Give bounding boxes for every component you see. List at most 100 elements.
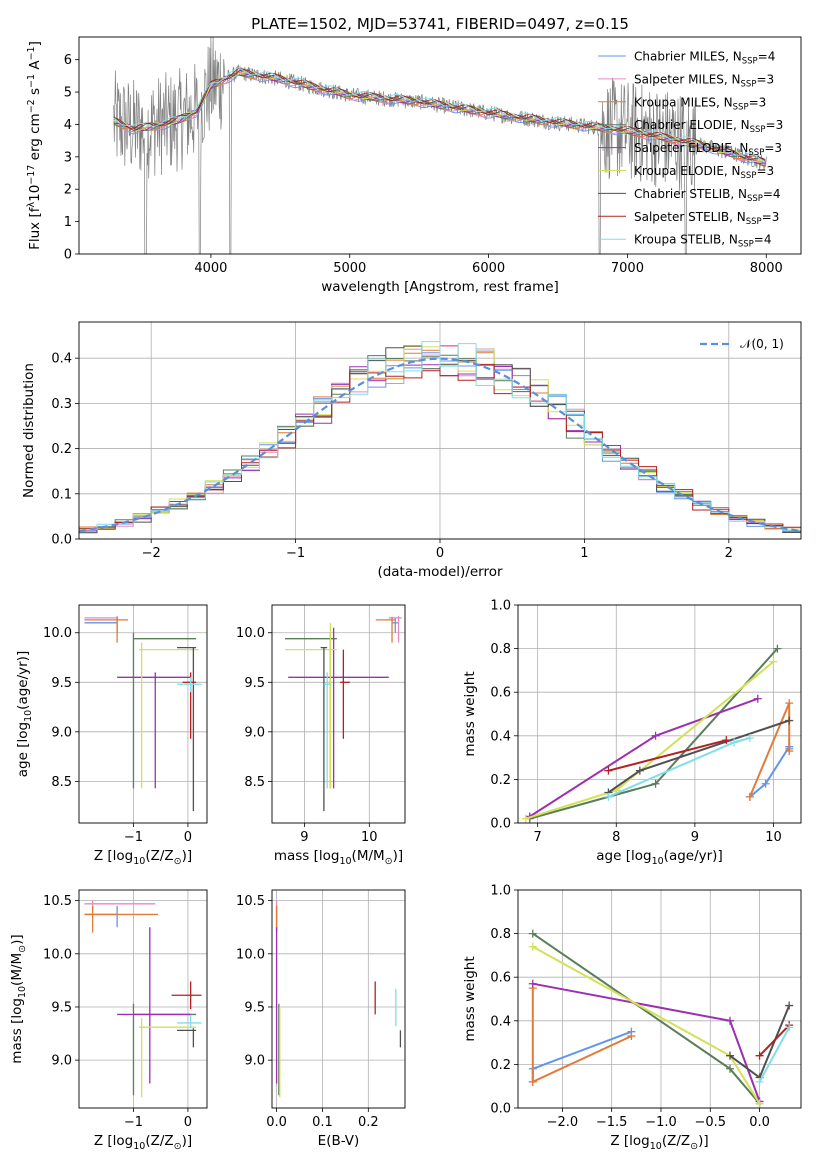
label-part: 10: [339, 856, 351, 867]
legend-sub: SSP: [750, 125, 766, 135]
x-tick-label: 7000: [611, 261, 644, 276]
y-tick-label: 0.6: [490, 971, 511, 986]
legend-count: =3: [764, 141, 782, 155]
series-marker: [528, 929, 537, 938]
label-part: 10: [23, 710, 34, 722]
legend-count: =3: [756, 72, 774, 86]
series-marker: [755, 1077, 764, 1086]
series-line: [748, 702, 791, 798]
label-part: 10: [27, 185, 43, 202]
y-tick-label: 9.5: [244, 1000, 265, 1015]
label-part: )]: [698, 1133, 709, 1149]
legend-name: Kroupa STELIB, N: [634, 233, 738, 247]
legend-name: Chabrier ELODIE, N: [634, 118, 750, 132]
x-tick-label: 0.0: [266, 1115, 287, 1130]
y-tick-label: 0.4: [490, 729, 511, 744]
axes-frame: [271, 889, 406, 1109]
y-tick-label: 2: [64, 183, 72, 198]
label-part: −1: [26, 46, 37, 60]
y-tick-label: 0.3: [51, 397, 72, 412]
x-tick-label: −1.5: [596, 1115, 628, 1130]
y-axis-label: mass weight: [462, 956, 478, 1041]
y-axis-label: mass [log10(M/M⊙)]: [9, 934, 28, 1063]
legend-sub: SSP: [733, 102, 749, 112]
plot-area: [275, 900, 402, 1098]
legend-name: Salpeter ELODIE, N: [634, 141, 748, 155]
x-tick-label: 10: [765, 830, 782, 845]
y-tick-label: 9.0: [51, 1054, 72, 1069]
legend-name: Chabrier STELIB, N: [634, 187, 747, 201]
plot-area: [528, 929, 794, 1108]
label-part: (Z/Z: [145, 1133, 173, 1149]
legend-label: Kroupa MILES, NSSP=3: [634, 95, 766, 112]
label-part: Flux [f: [27, 206, 43, 250]
y-tick-label: 0.4: [51, 352, 72, 367]
x-tick-label: 4000: [194, 261, 227, 276]
x-tick-label: −1: [286, 546, 305, 561]
series-marker: [753, 694, 762, 703]
axes-frame: [78, 604, 208, 824]
y-tick-label: 1.0: [490, 599, 511, 614]
spectrum-model-line: [113, 67, 766, 163]
series-marker: [726, 1051, 735, 1060]
label-part: Z [log: [94, 848, 133, 864]
y-tick-label: 9.0: [51, 725, 72, 740]
y-tick-label: 10.0: [43, 947, 72, 962]
panel-age_vs_Z: −1 08.59.09.510.0Z [log10(Z/Z⊙)]age [log1…: [15, 604, 208, 867]
legend-count: =3: [749, 95, 767, 109]
series-marker: [651, 731, 660, 740]
series-marker: [785, 747, 794, 756]
series-marker: [604, 766, 613, 775]
y-tick-label: 4: [64, 118, 72, 133]
label-part: Z [log: [94, 1133, 133, 1149]
series-marker: [755, 1051, 764, 1060]
y-tick-label: 10.0: [236, 947, 265, 962]
series-marker: [651, 779, 660, 788]
y-tick-label: 8.5: [244, 775, 265, 790]
label-part: ⊙: [690, 1141, 698, 1152]
series-marker: [635, 766, 644, 775]
label-part: 10: [133, 1141, 145, 1152]
y-axis-label: Normed distribution: [21, 363, 37, 498]
legend-count: =4: [763, 187, 781, 201]
label-part: erg cm: [27, 113, 43, 164]
y-tick-label: 5: [64, 86, 72, 101]
x-tick-label: 0: [436, 546, 444, 561]
series-line: [532, 932, 761, 1105]
series-marker: [722, 736, 731, 745]
label-part: (age/yr)]: [15, 651, 31, 710]
legend-label: Salpeter MILES, NSSP=3: [634, 72, 774, 89]
series-marker: [726, 1016, 735, 1025]
plot-area: [284, 615, 402, 812]
series-marker: [627, 1032, 636, 1041]
plot-area: [84, 615, 202, 812]
axes-frame: [78, 321, 802, 540]
legend-label: Salpeter STELIB, NSSP=3: [634, 210, 779, 227]
series-marker: [730, 738, 739, 747]
y-tick-label: 0.2: [490, 773, 511, 788]
series-line: [531, 988, 632, 1084]
legend-label: Kroupa STELIB, NSSP=4: [634, 233, 772, 250]
y-tick-label: 8.5: [51, 775, 72, 790]
series-line: [758, 1026, 791, 1083]
x-tick-label: 9: [300, 830, 308, 845]
legend-count: =4: [754, 233, 772, 247]
label-part: mass [log: [274, 848, 340, 864]
axes-frame: [517, 604, 802, 824]
legend-sub: SSP: [748, 148, 764, 158]
series-marker: [745, 792, 754, 801]
series-marker: [785, 1001, 794, 1010]
figure-title: PLATE=1502, MJD=53741, FIBERID=0497, z=0…: [251, 15, 629, 33]
legend-label: 𝒩(0, 1): [740, 337, 784, 351]
label-part: )]: [393, 848, 404, 864]
label-part: age [log: [596, 848, 651, 864]
plot-area: [84, 900, 202, 1098]
series-line: [529, 697, 759, 818]
legend-label: Kroupa ELODIE, NSSP=3: [634, 164, 774, 181]
x-tick-label: 9: [691, 830, 699, 845]
x-tick-label: 7: [534, 830, 542, 845]
